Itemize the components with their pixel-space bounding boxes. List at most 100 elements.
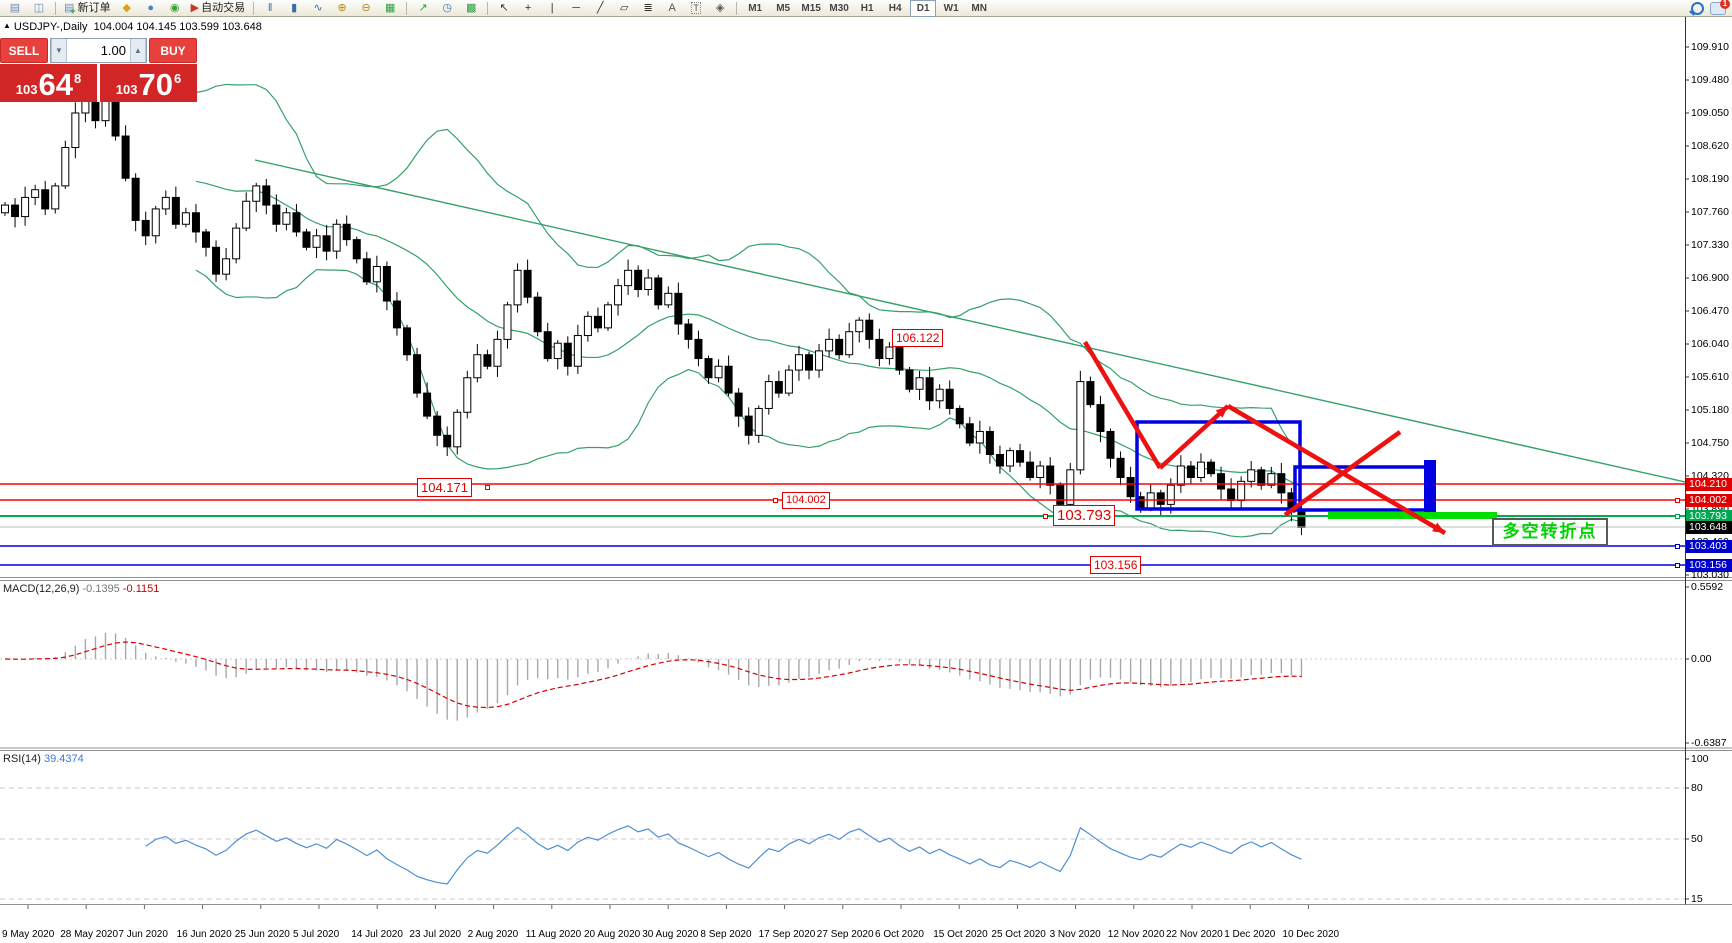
arrows-button[interactable]: ◈ [709, 0, 731, 17]
price-tag: 104.210 [1686, 477, 1732, 491]
timeframe-w1-button[interactable]: W1 [943, 2, 959, 14]
deposit-button[interactable]: ◆ [116, 0, 138, 17]
label-button[interactable]: T [685, 0, 707, 17]
macd-value-2: -0.1151 [122, 583, 160, 595]
timeframe-m15-button[interactable]: M15 [801, 2, 821, 14]
rsi-axis-tick: 100 [1691, 753, 1709, 765]
price-axis-tick: 106.900 [1691, 272, 1729, 284]
line-chart-button[interactable]: ∿ [307, 0, 329, 17]
date-axis-label: 12 Nov 2020 [1107, 929, 1165, 940]
price-axis-tick: 109.910 [1691, 41, 1729, 53]
new-order-button[interactable]: ▤ + 新订单 [61, 0, 114, 17]
price-annotation-label: 106.122 [892, 329, 944, 347]
new-order-label: 新订单 [77, 1, 111, 14]
date-axis-label: 6 Oct 2020 [875, 929, 924, 940]
bar-chart-button[interactable]: ‖ [259, 0, 281, 17]
price-axis-tick: 109.050 [1691, 107, 1729, 119]
candlestick-chart-button[interactable]: ▮ [283, 0, 305, 17]
volume-up-button[interactable]: ▲ [130, 39, 146, 62]
label-icon: T [691, 2, 701, 14]
timeframe-m1-button[interactable]: M1 [748, 2, 763, 14]
price-axis-tick: 105.610 [1691, 371, 1729, 383]
zoom-out-icon: ⊖ [361, 1, 371, 14]
trendline-button[interactable]: ╱ [589, 0, 611, 17]
periods-icon: ◷ [442, 1, 452, 14]
auto-trading-label: 自动交易 [201, 1, 246, 14]
bar-chart-icon: ‖ [267, 1, 273, 14]
tile-windows-button[interactable]: ▦ [379, 0, 401, 17]
chart-title: ▲ USDJPY-,Daily 104.004 104.145 103.599 1… [3, 21, 262, 33]
macd-axis-tick: 0.00 [1691, 653, 1712, 665]
ohlc-values: 104.004 104.145 103.599 103.648 [93, 21, 262, 33]
horizontal-line-button[interactable]: ─ [565, 0, 587, 17]
date-axis-label: 5 Jul 2020 [293, 929, 340, 940]
one-click-trading-panel: SELL ▼ 1.00 ▲ BUY 103 64 8 103 70 6 [0, 38, 197, 102]
signals-button[interactable]: ◉ [164, 0, 186, 17]
fibonacci-button[interactable]: ≣ [637, 0, 659, 17]
text-icon: A [668, 1, 676, 14]
quote-divider [97, 64, 100, 102]
sell-button[interactable]: SELL [0, 38, 48, 63]
search-icon[interactable] [1691, 1, 1704, 15]
date-axis-label: 15 Oct 2020 [933, 929, 988, 940]
price-axis-tick: 107.330 [1691, 239, 1729, 251]
new-chart-button[interactable]: ▤ [4, 0, 26, 17]
macd-label: MACD(12,26,9) -0.1395 -0.1151 [3, 583, 159, 595]
periods-button[interactable]: ◷ [436, 0, 458, 17]
price-tag: 103.403 [1686, 539, 1732, 553]
profiles-button[interactable]: ◫ [28, 0, 50, 17]
date-axis-label: 23 Jul 2020 [409, 929, 462, 940]
price-axis-tick: 107.760 [1691, 206, 1729, 218]
price-axis-tick: 108.620 [1691, 140, 1729, 152]
crosshair-icon: + [524, 1, 532, 14]
tile-windows-icon: ▦ [384, 1, 396, 14]
auto-trading-icon: ▶ [190, 1, 200, 14]
volume-input[interactable]: 1.00 [100, 43, 126, 58]
price-axis-tick: 108.190 [1691, 173, 1729, 185]
timeframe-h1-button[interactable]: H1 [860, 2, 874, 14]
cursor-button[interactable]: ↖ [493, 0, 515, 17]
timeframe-m30-button[interactable]: M30 [829, 2, 849, 14]
templates-button[interactable]: ▩ [460, 0, 482, 17]
line-handle [1675, 514, 1680, 519]
crosshair-button[interactable]: + [517, 0, 539, 17]
rsi-name: RSI(14) [3, 753, 41, 765]
rsi-axis-tick: 80 [1691, 782, 1703, 794]
vertical-line-icon: | [550, 1, 554, 14]
symbol-period-label: USDJPY-,Daily [13, 21, 88, 33]
timeframe-d1-button[interactable]: D1 [910, 0, 937, 17]
text-button[interactable]: A [661, 0, 683, 17]
chat-icon[interactable]: 1 [1710, 0, 1730, 15]
date-axis-label: 10 Dec 2020 [1282, 929, 1340, 940]
timeframe-mn-button[interactable]: MN [971, 2, 987, 14]
price-axis-tick: 104.750 [1691, 437, 1729, 449]
annotation-note: 多空转折点 [1492, 518, 1608, 546]
ask-price[interactable]: 103 70 6 [100, 64, 197, 102]
app-market-button[interactable]: ● [140, 0, 162, 17]
price-tag: 103.156 [1686, 558, 1732, 572]
zoom-in-button[interactable]: ⊕ [331, 0, 353, 17]
price-annotation-label: 104.002 [782, 492, 830, 509]
vertical-line-button[interactable]: | [541, 0, 563, 17]
date-axis-label: 22 Nov 2020 [1166, 929, 1223, 940]
price-tag: 104.002 [1686, 493, 1732, 507]
bid-price[interactable]: 103 64 8 [0, 64, 97, 102]
buy-button[interactable]: BUY [149, 38, 197, 63]
date-axis-label: 2 Aug 2020 [467, 929, 519, 940]
macd-name: MACD(12,26,9) [3, 583, 80, 595]
date-axis-label: 7 Jun 2020 [118, 929, 168, 940]
chart-marker-icon: ▲ [3, 21, 11, 30]
date-axis-label: 8 Sep 2020 [700, 929, 752, 940]
channel-button[interactable]: ▱ [613, 0, 635, 17]
macd-axis-tick: 0.5592 [1691, 581, 1724, 593]
toolbar-separator [55, 1, 56, 15]
zoom-out-button[interactable]: ⊖ [355, 0, 377, 17]
volume-down-button[interactable]: ▼ [51, 39, 67, 62]
timeframe-m5-button[interactable]: M5 [776, 2, 791, 14]
auto-trading-button[interactable]: ▶ 自动交易 [188, 0, 248, 17]
indicators-button[interactable]: ↗ [412, 0, 434, 17]
arrows-icon: ◈ [715, 1, 725, 14]
timeframe-h4-button[interactable]: H4 [888, 2, 902, 14]
